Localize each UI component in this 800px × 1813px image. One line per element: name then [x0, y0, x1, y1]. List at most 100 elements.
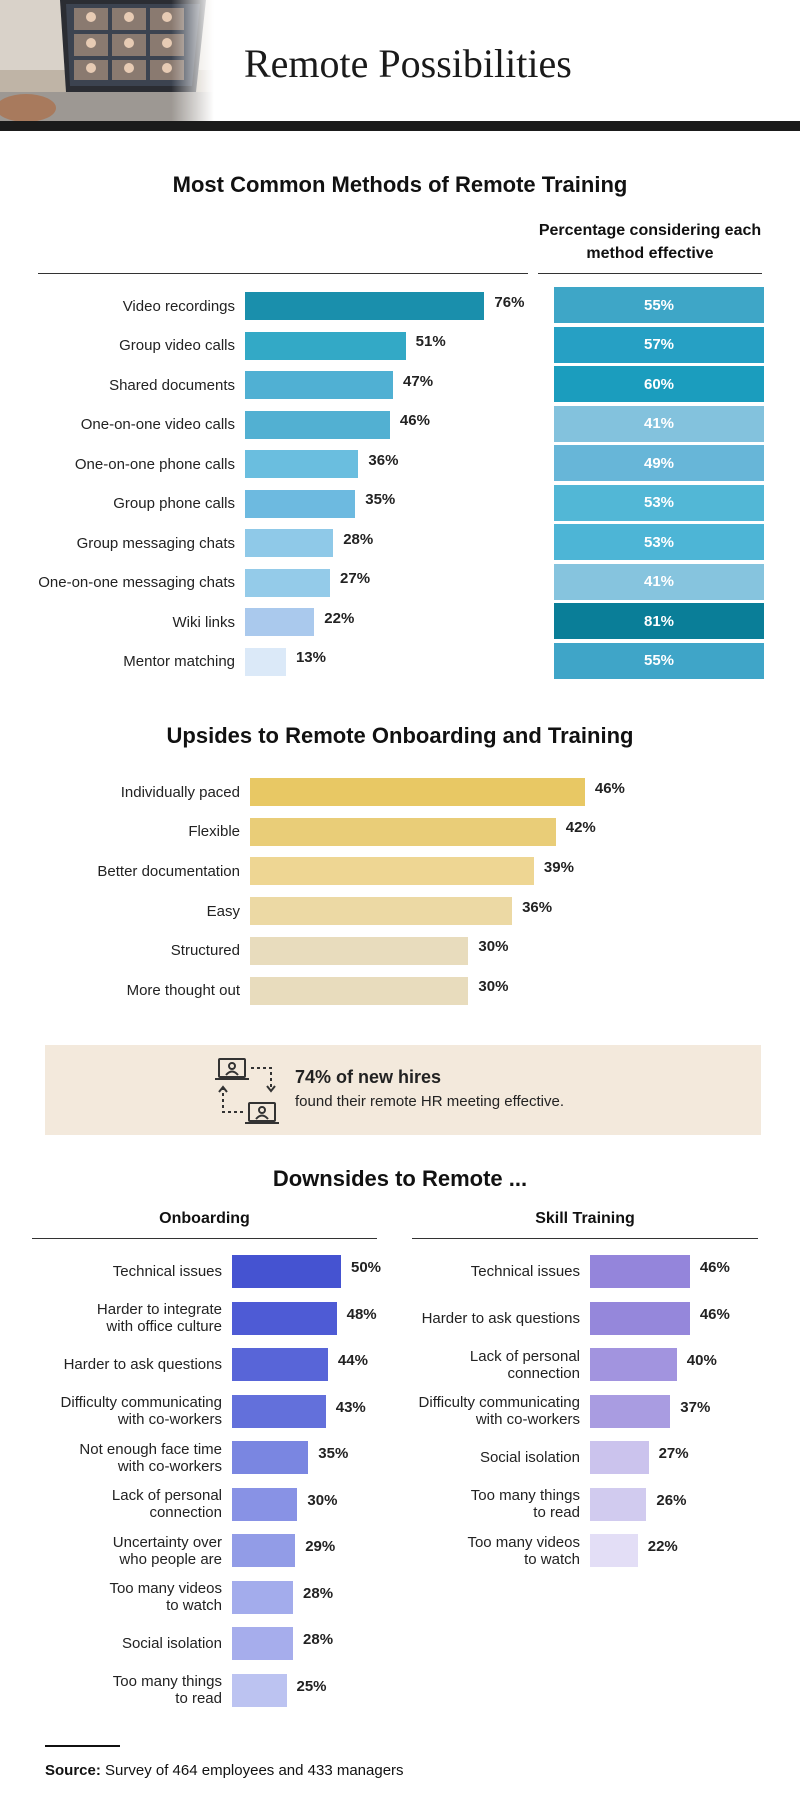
- upside-value-label: 46%: [594, 779, 625, 797]
- method-label-line: Mentor matching: [123, 653, 235, 670]
- method-label-line: Video recordings: [122, 297, 235, 315]
- onboarding-downside-bar: [232, 1673, 287, 1707]
- upside-bar: [250, 778, 585, 806]
- onboarding-downside-label-line: Too many videos: [109, 1580, 222, 1597]
- downsides-chart-title: Downsides to Remote ...: [272, 1166, 528, 1191]
- onboarding-downside-label: Uncertainty over who people are: [0, 1534, 222, 1568]
- method-label: Mentor matching: [0, 648, 235, 676]
- page-title: Remote Possibilities: [244, 41, 572, 86]
- skill-downside-label: Technical issues: [280, 1255, 580, 1288]
- onboarding-downside-label: Lack of personal connection: [0, 1487, 222, 1521]
- skill-downside-bar: [590, 1487, 647, 1521]
- method-label-line: One-on-one phone calls: [74, 455, 235, 473]
- skill-downside-value-label: 37%: [680, 1398, 711, 1416]
- upside-bar: [250, 936, 469, 965]
- onboarding-downside-bar: [232, 1441, 309, 1474]
- onboarding-downside-label-line: connection: [149, 1504, 222, 1521]
- method-label-line: Shared documents: [109, 376, 235, 394]
- upside-label-line: Individually paced: [120, 783, 240, 801]
- effectiveness-cell: 53%: [554, 524, 764, 560]
- method-value-label: 46%: [399, 412, 430, 429]
- method-bar: [245, 410, 390, 439]
- skill-downside-value-label: 40%: [686, 1352, 717, 1369]
- method-bar: [245, 529, 334, 557]
- onboarding-divider: [32, 1238, 377, 1239]
- method-value-label: 76%: [494, 293, 525, 311]
- onboarding-downside-label: Harder to integrate with office culture: [0, 1301, 222, 1335]
- onboarding-downside-label-line: to read: [175, 1690, 222, 1707]
- laptop-video-call-illustration: [0, 0, 214, 122]
- skill-downside-value-label: 22%: [647, 1538, 678, 1555]
- skill-downside-label-line: to read: [533, 1504, 580, 1521]
- onboarding-downside-label-line: Social isolation: [121, 1635, 222, 1652]
- upside-bar: [250, 817, 556, 846]
- onboarding-downside-bar: [232, 1394, 326, 1428]
- upside-value-label: 30%: [478, 978, 509, 995]
- skill-downside-bar: [590, 1534, 638, 1567]
- skill-downside-bar: [590, 1255, 690, 1288]
- effectiveness-cell: 41%: [554, 405, 764, 442]
- upside-label: Easy: [0, 897, 240, 925]
- method-bar: [245, 450, 359, 478]
- skill-downside-value-label: 46%: [699, 1259, 730, 1276]
- skill-downside-bar: [590, 1441, 649, 1474]
- onboarding-downside-bar: [232, 1627, 294, 1660]
- skill-training-divider: [412, 1238, 758, 1239]
- method-label: Group video calls: [0, 332, 235, 360]
- method-bar: [245, 331, 406, 360]
- onboarding-downside-label: Not enough face time with co-workers: [0, 1441, 222, 1475]
- method-value-label: 22%: [324, 609, 355, 627]
- upside-value-label: 39%: [543, 858, 574, 876]
- skill-downside-label: Too many videos to watch: [280, 1533, 580, 1568]
- onboarding-downside-label: Too many things to read: [0, 1673, 222, 1707]
- onboarding-downside-label: Difficulty communicating with co-workers: [0, 1394, 222, 1428]
- onboarding-downside-bar: [232, 1580, 294, 1614]
- skill-downside-label-line: with co-workers: [475, 1411, 580, 1428]
- method-label: Shared documents: [0, 371, 235, 399]
- method-label: One-on-one phone calls: [0, 450, 235, 478]
- onboarding-downside-bar: [232, 1255, 341, 1288]
- skill-downside-value-label: 26%: [656, 1491, 687, 1509]
- method-label: Group messaging chats: [0, 529, 235, 557]
- skill-downside-label-line: Harder to ask questions: [421, 1309, 580, 1327]
- skill-downside-label: Lack of personal connection: [280, 1348, 580, 1382]
- onboarding-downside-bar: [232, 1301, 337, 1335]
- skill-downside-label: Harder to ask questions: [280, 1302, 580, 1335]
- method-bar: [245, 489, 356, 518]
- method-value-label: 27%: [340, 570, 371, 587]
- upside-value-label: 36%: [522, 898, 553, 916]
- method-value-label: 47%: [403, 372, 434, 390]
- onboarding-downside-label: Social isolation: [0, 1627, 222, 1660]
- new-hires-callout: 74% of new hires found their remote HR m…: [45, 1045, 761, 1135]
- method-label-line: Group phone calls: [113, 495, 235, 512]
- onboarding-subtitle: Onboarding: [159, 1210, 250, 1227]
- upside-label-line: Easy: [206, 902, 240, 920]
- source-text: Survey of 464 employees and 433 managers: [100, 1762, 404, 1779]
- upsides-chart-title: Upsides to Remote Onboarding and Trainin…: [166, 723, 634, 748]
- onboarding-downside-value-label: 28%: [303, 1584, 334, 1602]
- onboarding-downside-label-line: Too many things: [112, 1673, 222, 1690]
- onboarding-downside-bar: [232, 1348, 328, 1381]
- upside-value-label: 42%: [565, 819, 596, 837]
- effectiveness-cell: 57%: [554, 326, 764, 363]
- method-label: Video recordings: [0, 292, 235, 320]
- onboarding-downside-label-line: Harder to ask questions: [63, 1356, 222, 1373]
- skill-downside-label-line: Technical issues: [470, 1263, 580, 1280]
- onboarding-downside-label-line: Technical issues: [112, 1263, 222, 1280]
- upside-label: Flexible: [0, 818, 240, 846]
- onboarding-downside-value-label: 43%: [335, 1398, 366, 1416]
- upside-label: Structured: [0, 937, 240, 965]
- effectiveness-cell: 53%: [554, 484, 764, 521]
- callout-headline: 74% of new hires: [295, 1067, 442, 1087]
- method-label-line: Group video calls: [119, 337, 235, 354]
- onboarding-downside-value-label: 30%: [307, 1491, 338, 1509]
- onboarding-downside-label: Harder to ask questions: [0, 1348, 222, 1381]
- skill-downside-label-line: Too many videos: [467, 1533, 580, 1551]
- onboarding-downside-bar: [232, 1534, 296, 1567]
- skill-downside-label-line: Social isolation: [479, 1449, 580, 1466]
- method-bar: [245, 568, 331, 597]
- method-value-label: 13%: [295, 649, 326, 666]
- effectiveness-cell: 81%: [554, 603, 764, 639]
- method-label-line: Group messaging chats: [76, 534, 235, 552]
- skill-downside-value-label: 46%: [699, 1305, 730, 1323]
